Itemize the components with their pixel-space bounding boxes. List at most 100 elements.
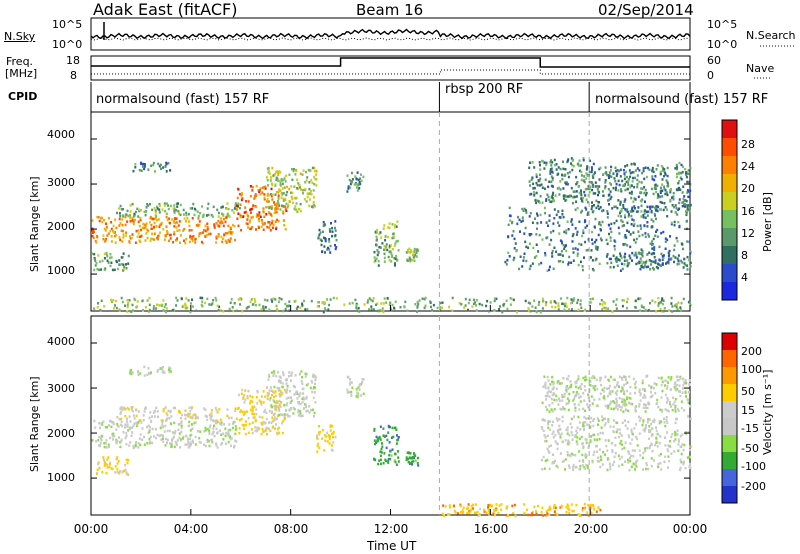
power-cbar-tick: 24 <box>741 160 755 173</box>
freq-label: Freq. <box>6 55 34 68</box>
power-region <box>615 251 692 268</box>
noise-sky-trace <box>90 28 691 40</box>
power-y-tick: 1000 <box>47 264 75 277</box>
velocity-cbar-tick: 200 <box>741 345 762 358</box>
velocity-cbar-tick: -200 <box>741 480 766 493</box>
power-region <box>590 161 692 214</box>
power-region <box>528 157 592 205</box>
noise-sky-label: N.Sky <box>4 30 36 43</box>
cpid-segment-3: normalsound (fast) 157 RF <box>595 92 769 107</box>
cpid-segment-2: rbsp 200 RF <box>445 82 524 97</box>
noise-right-tick-bottom: 10^0 <box>707 38 738 51</box>
velocity-region <box>235 388 288 436</box>
power-region <box>116 202 242 218</box>
velocity-region <box>116 406 243 422</box>
power-colorbar-swatch <box>722 210 737 228</box>
velocity-region <box>91 419 238 449</box>
velocity-colorbar-swatch <box>722 469 737 486</box>
power-region <box>317 220 338 254</box>
freq-unit-label: [MHz] <box>5 67 38 80</box>
x-tick-label: 08:00 <box>273 522 309 536</box>
power-colorbar-swatch <box>722 120 737 138</box>
x-tick-label: 04:00 <box>173 522 209 536</box>
x-tick-label: 12:00 <box>373 522 409 536</box>
station-title: Adak East (fitACF) <box>93 0 238 19</box>
velocity-colorbar-frame <box>721 332 738 504</box>
nave-right-tick-top: 60 <box>707 54 721 67</box>
power-region <box>265 166 318 214</box>
freq-trace <box>91 57 690 68</box>
velocity-region <box>541 374 692 413</box>
x-tick-label: 20:00 <box>573 522 609 536</box>
power-y-tick: 4000 <box>47 128 75 141</box>
x-tick-label: 00:00 <box>672 522 708 536</box>
velocity-y-tick: 2000 <box>47 427 75 440</box>
power-region <box>405 247 419 263</box>
velocity-colorbar-swatch <box>722 452 737 469</box>
date-title: 02/Sep/2014 <box>598 1 694 19</box>
x-tick-label: 00:00 <box>73 522 109 536</box>
power-colorbar-swatch <box>722 174 737 192</box>
velocity-region <box>441 502 602 518</box>
power-colorbar-swatch <box>722 264 737 282</box>
cpid-label: CPID <box>8 90 38 103</box>
power-y-tick: 2000 <box>47 220 75 233</box>
velocity-y-tick: 1000 <box>47 471 75 484</box>
velocity-colorbar-swatch <box>722 486 737 503</box>
velocity-region <box>95 456 130 476</box>
velocity-region <box>315 424 337 453</box>
power-colorbar-swatch <box>722 228 737 246</box>
nave-trace <box>91 69 690 75</box>
velocity-region <box>373 424 400 466</box>
power-region <box>132 161 172 173</box>
power-colorbar-swatch <box>722 246 737 264</box>
velocity-colorbar-swatch <box>722 350 737 367</box>
beam-title: Beam 16 <box>356 1 424 19</box>
power-region <box>235 184 288 232</box>
power-colorbar-swatch <box>722 282 737 300</box>
power-region <box>373 220 400 267</box>
velocity-colorbar-swatch <box>722 418 737 435</box>
noise-search-label: N.Search <box>746 29 796 42</box>
velocity-cbar-tick: -15 <box>741 422 759 435</box>
freq-left-tick-top: 18 <box>66 54 80 67</box>
velocity-panel-frame <box>90 315 691 516</box>
power-y-tick: 3000 <box>47 176 75 189</box>
velocity-cbar-tick: -50 <box>741 442 759 455</box>
nave-right-tick-bottom: 0 <box>707 69 714 82</box>
noise-panel-frame <box>90 17 691 51</box>
velocity-cbar-tick: -100 <box>741 460 766 473</box>
power-region <box>91 251 130 272</box>
power-region <box>504 206 692 272</box>
power-cbar-tick: 8 <box>741 249 748 262</box>
velocity-region <box>346 375 365 399</box>
velocity-colorbar-swatch <box>722 435 737 452</box>
freq-panel-frame <box>90 55 691 81</box>
velocity-y-tick: 4000 <box>47 335 75 348</box>
power-colorbar-swatch <box>722 138 737 156</box>
freq-left-tick-bottom: 8 <box>70 69 77 82</box>
power-region <box>346 171 365 193</box>
power-cbar-tick: 16 <box>741 205 755 218</box>
velocity-cbar-tick: 50 <box>741 385 755 398</box>
velocity-colorbar-swatch <box>722 333 737 350</box>
power-cbar-tick: 4 <box>741 271 748 284</box>
velocity-cbar-tick: 100 <box>741 363 762 376</box>
x-tick-label: 16:00 <box>473 522 509 536</box>
velocity-region <box>129 365 172 377</box>
power-cbar-tick: 12 <box>741 227 755 240</box>
power-region <box>91 215 237 245</box>
noise-left-tick-top: 10^5 <box>52 18 83 31</box>
cpid-segment-1: normalsound (fast) 157 RF <box>96 92 270 107</box>
velocity-cbar-tick: 15 <box>741 404 755 417</box>
power-cbar-tick: 20 <box>741 182 755 195</box>
velocity-colorbar-swatch <box>722 401 737 418</box>
power-colorbar-swatch <box>722 192 737 210</box>
power-colorbar-swatch <box>722 156 737 174</box>
velocity-region <box>540 415 692 472</box>
x-axis-title: Time UT <box>367 539 417 553</box>
velocity-colorbar-swatch <box>722 367 737 384</box>
noise-left-tick-bottom: 10^0 <box>52 38 83 51</box>
